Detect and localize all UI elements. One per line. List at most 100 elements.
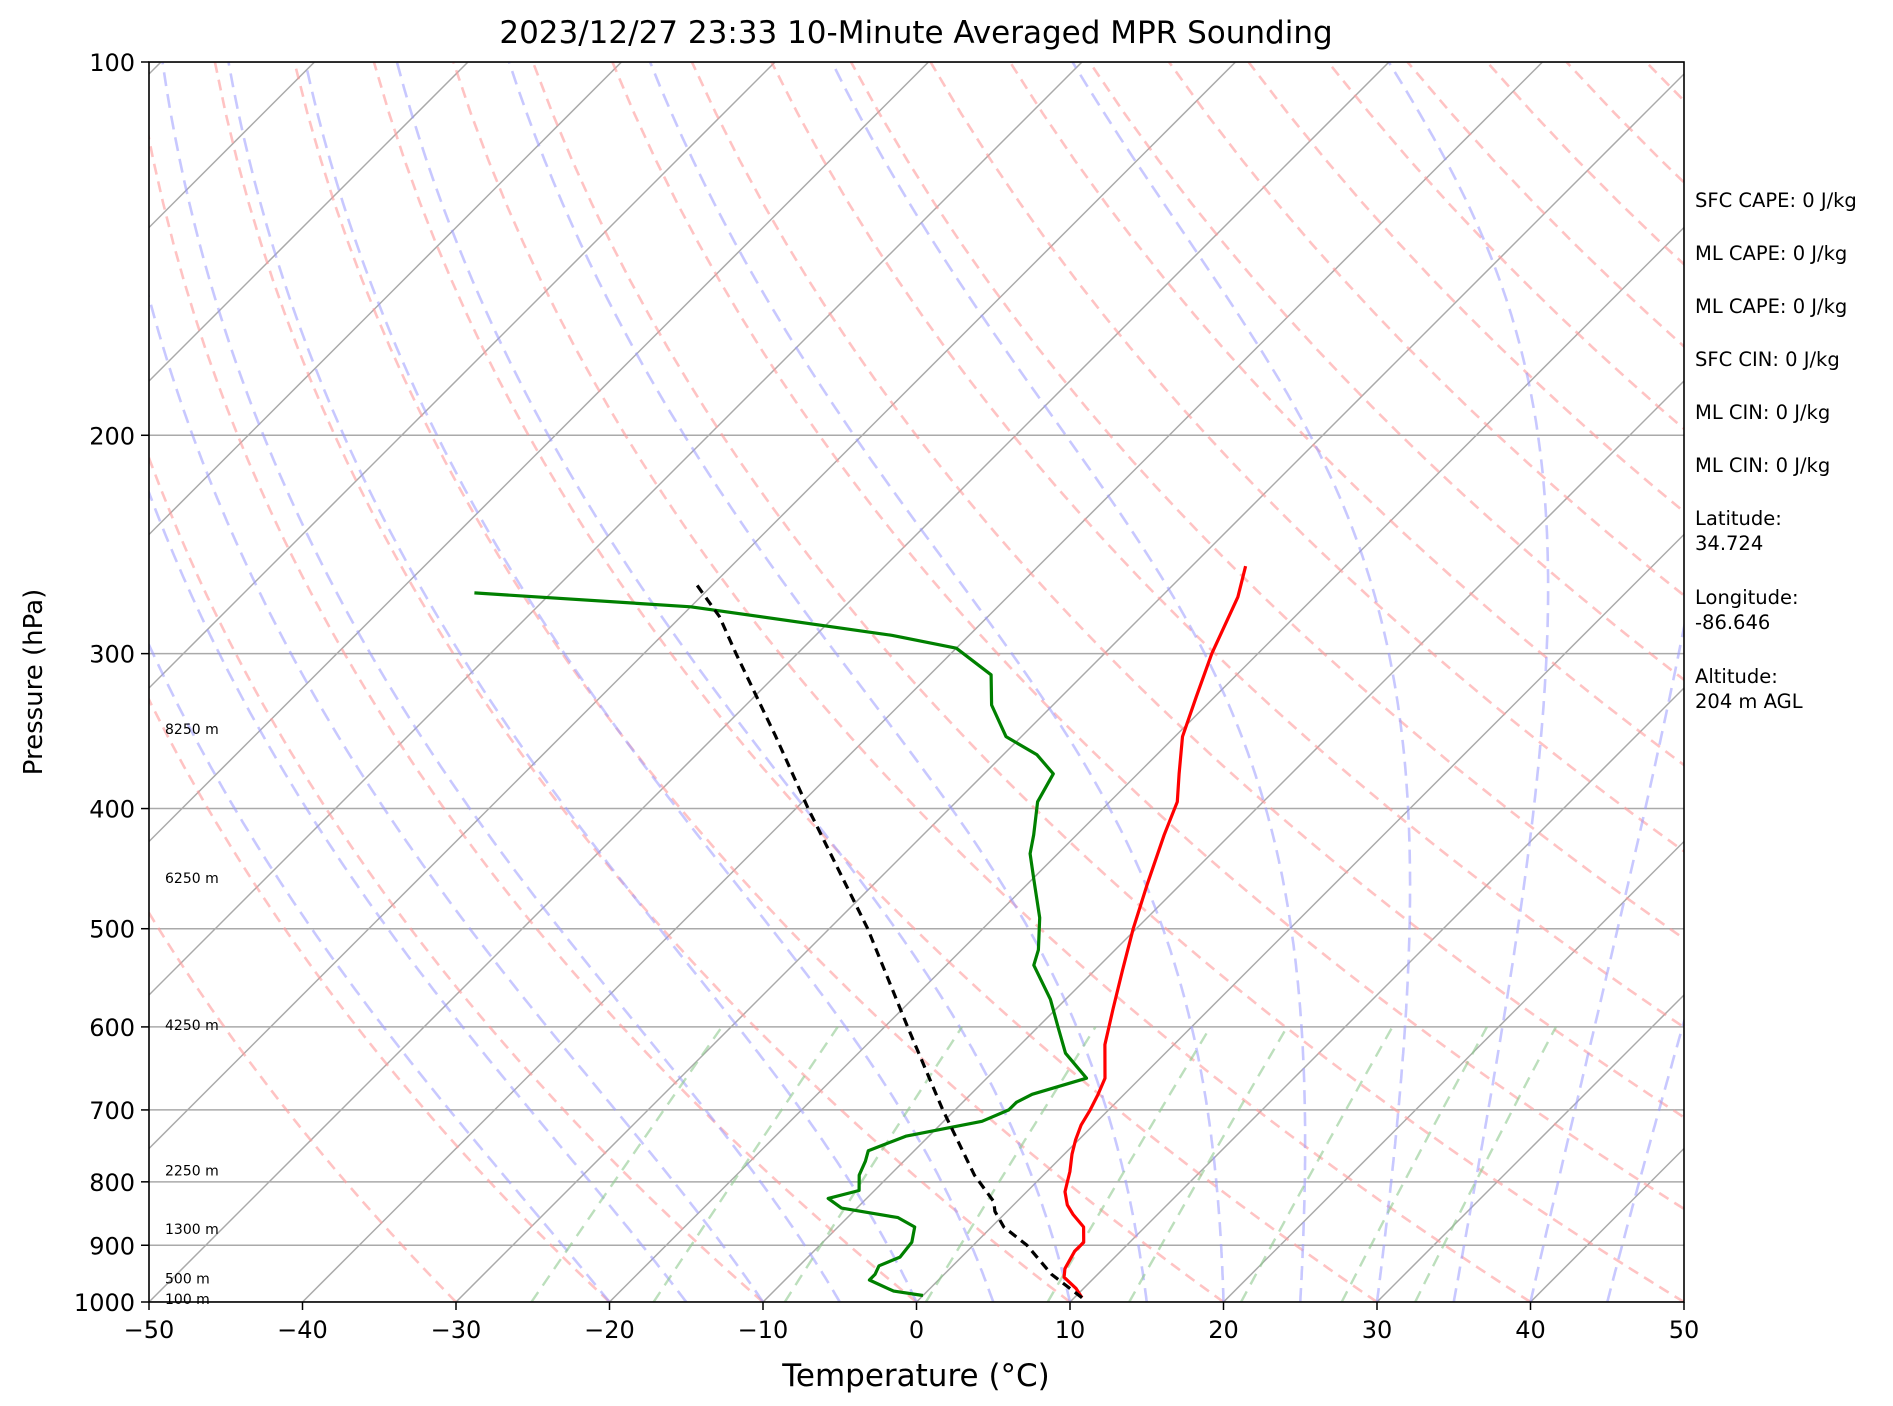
ml-cin-text: ML CIN: 0 J/kg	[1695, 401, 1831, 424]
ml-cin-text-2: ML CIN: 0 J/kg	[1695, 454, 1831, 477]
dry-adiabat-line	[690, 62, 1684, 1119]
y-tick-label: 700	[89, 1097, 135, 1125]
x-tick-label: −40	[277, 1316, 328, 1344]
isotherm-line	[149, 62, 930, 843]
parcel-profile-line	[692, 579, 1083, 1299]
dry-adiabat-line	[149, 454, 764, 1302]
altitude-text: Altitude: 204 m AGL	[1695, 665, 1803, 713]
height-labels: 8250 m 6250 m 4250 m 2250 m 1300 m 500 m 100 m	[165, 722, 219, 1308]
longitude-text: Longitude: -86.646	[1695, 586, 1799, 634]
dry-adiabat-line	[149, 910, 457, 1302]
dry-adiabat-line	[293, 62, 1225, 1302]
dry-adiabat-line	[452, 62, 1532, 1302]
dry-adiabat-line	[372, 62, 1378, 1302]
isotherm-line	[1069, 686, 1684, 1302]
stats-panel: SFC CAPE: 0 J/kg ML CAPE: 0 J/kg ML CAPE…	[1695, 188, 1885, 717]
isotherm-line	[1222, 840, 1684, 1302]
y-axis-ticks: 100 200 300 400 500 600 700 800 900 1000	[74, 49, 149, 1317]
y-tick-label: 100	[89, 49, 135, 77]
x-tick-label: −50	[124, 1316, 175, 1344]
x-tick-label: 30	[1362, 1316, 1393, 1344]
x-tick-label: 0	[909, 1316, 924, 1344]
ml-cape-text: ML CAPE: 0 J/kg	[1695, 242, 1848, 265]
dry-adiabat-line	[770, 62, 1684, 1029]
y-tick-label: 400	[89, 796, 135, 824]
x-tick-label: −20	[584, 1316, 635, 1344]
moist-adiabat-line	[1071, 62, 1412, 1302]
moist-adiabat-line	[161, 62, 841, 1302]
x-tick-label: 20	[1208, 1316, 1239, 1344]
x-tick-label: 50	[1669, 1316, 1700, 1344]
dry-adiabat-line	[929, 62, 1684, 853]
isotherm-line	[608, 226, 1684, 1302]
height-label: 2250 m	[165, 1163, 219, 1179]
isotherm-line	[149, 62, 1390, 1302]
x-tick-label: 40	[1515, 1316, 1546, 1344]
isotherm-line	[1376, 993, 1684, 1302]
moist-adiabat-line	[304, 62, 995, 1302]
x-axis-label: Temperature (°C)	[781, 1358, 1050, 1394]
mixing-ratio-line	[1414, 1026, 1557, 1302]
dewpoint-profile-line	[474, 591, 1089, 1298]
isotherm-line	[301, 62, 1544, 1302]
mixing-ratio-line	[924, 1026, 1097, 1302]
mixing-ratio-line	[1340, 1026, 1488, 1302]
reference-lines	[149, 62, 1684, 1302]
y-tick-label: 900	[89, 1232, 135, 1260]
x-tick-label: 10	[1055, 1316, 1086, 1344]
height-label: 1300 m	[165, 1222, 219, 1238]
isotherm-line	[915, 533, 1684, 1302]
y-tick-label: 200	[89, 422, 135, 450]
isotherm-line	[149, 62, 1083, 997]
ml-cape-text-2: ML CAPE: 0 J/kg	[1695, 295, 1848, 318]
dry-adiabat-line	[213, 62, 1071, 1302]
isotherm-line	[455, 72, 1684, 1302]
chart-title: 2023/12/27 23:33 10-Minute Averaged MPR …	[499, 15, 1332, 51]
moist-adiabat-line	[1529, 620, 1684, 1302]
dry-adiabat-line	[1167, 62, 1684, 598]
moist-adiabat-line	[149, 641, 611, 1302]
y-tick-label: 300	[89, 641, 135, 669]
x-tick-label: −30	[431, 1316, 482, 1344]
mixing-ratio-line	[783, 1026, 964, 1302]
y-tick-label: 500	[89, 916, 135, 944]
moist-adiabat-line	[227, 62, 918, 1302]
mixing-ratio-line	[1128, 1026, 1289, 1302]
height-label: 8250 m	[165, 722, 219, 738]
moist-adiabat-line	[1606, 1017, 1684, 1302]
dry-adiabat-line	[149, 131, 918, 1302]
height-label: 4250 m	[165, 1018, 219, 1034]
sounding-profiles	[474, 565, 1248, 1299]
mixing-ratio-line	[1046, 1026, 1212, 1302]
moist-adiabat-line	[149, 292, 765, 1302]
isotherm-line	[149, 62, 776, 690]
isotherm-line	[149, 62, 469, 383]
x-tick-label: −10	[738, 1316, 789, 1344]
sfc-cape-text: SFC CAPE: 0 J/kg	[1695, 189, 1857, 212]
mixing-ratio-line	[530, 1026, 723, 1302]
dry-adiabat-line	[1088, 62, 1684, 682]
height-label: 100 m	[165, 1292, 210, 1308]
x-axis-ticks: −50 −40 −30 −20 −10 0 10 20 30 40 50	[124, 1302, 1700, 1344]
dry-adiabat-line	[611, 62, 1684, 1211]
moist-adiabat-line	[1387, 62, 1550, 1302]
dry-adiabat-line	[531, 62, 1684, 1302]
y-tick-label: 1000	[74, 1289, 135, 1317]
plot-frame	[148, 61, 1685, 1303]
height-label: 6250 m	[165, 871, 219, 887]
y-tick-label: 800	[89, 1169, 135, 1197]
moist-adiabat-line	[830, 62, 1307, 1302]
dry-adiabat-line	[849, 62, 1684, 941]
latitude-text: Latitude: 34.724	[1695, 507, 1782, 555]
y-tick-label: 600	[89, 1014, 135, 1042]
moist-adiabat-line	[395, 62, 1072, 1302]
isotherm-line	[762, 379, 1684, 1302]
isotherm-line	[149, 62, 1237, 1150]
mixing-ratio-line	[652, 1026, 839, 1302]
dry-adiabat-line	[149, 696, 611, 1302]
height-label: 500 m	[165, 1271, 210, 1287]
moist-adiabat-line	[507, 62, 1149, 1302]
sfc-cin-text: SFC CIN: 0 J/kg	[1695, 348, 1840, 371]
temperature-profile-line	[1062, 565, 1248, 1299]
